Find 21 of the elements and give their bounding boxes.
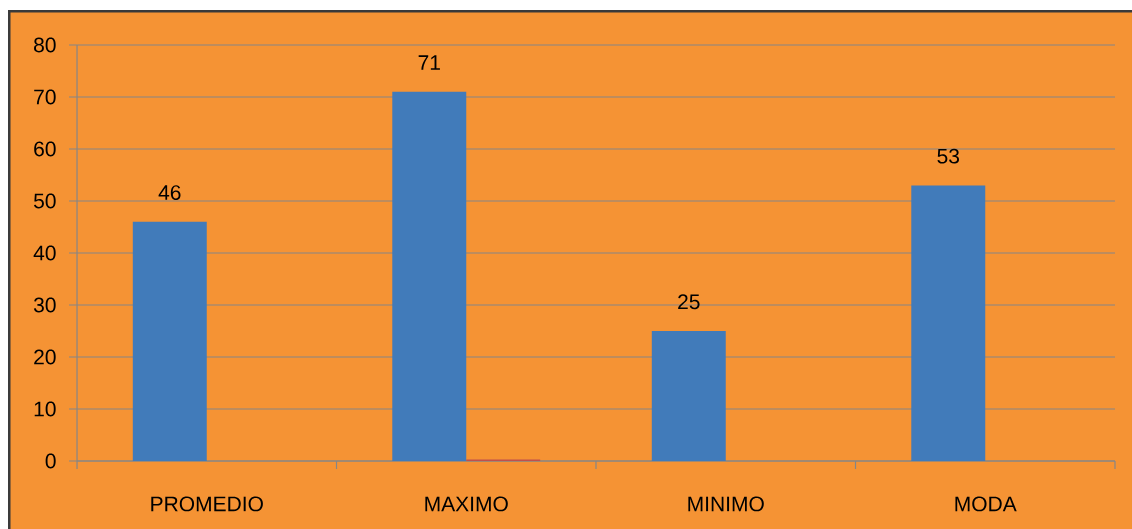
x-tick-label: MAXIMO bbox=[425, 496, 508, 512]
data-label: 25 bbox=[678, 294, 700, 310]
y-tick-label: 40 bbox=[33, 245, 56, 261]
bar bbox=[651, 330, 726, 461]
y-tick-label: 30 bbox=[33, 297, 56, 313]
x-tick-label: PROMEDIO bbox=[151, 496, 263, 512]
x-tick-label: MODA bbox=[955, 496, 1017, 512]
y-tick-label: 80 bbox=[34, 37, 56, 53]
y-tick-label: 50 bbox=[33, 193, 56, 209]
bar bbox=[392, 91, 467, 461]
bar bbox=[911, 185, 986, 461]
data-label: 53 bbox=[937, 148, 960, 164]
data-label: 46 bbox=[158, 185, 181, 200]
y-tick-label: 10 bbox=[34, 401, 56, 417]
y-tick-label: 20 bbox=[34, 349, 56, 365]
y-tick-label: 60 bbox=[34, 141, 56, 157]
bar bbox=[132, 221, 207, 461]
y-tick-label: 70 bbox=[34, 89, 56, 105]
data-label: 71 bbox=[418, 55, 440, 70]
x-tick-label: MINIMO bbox=[688, 496, 764, 512]
y-tick-label: 0 bbox=[45, 453, 56, 469]
